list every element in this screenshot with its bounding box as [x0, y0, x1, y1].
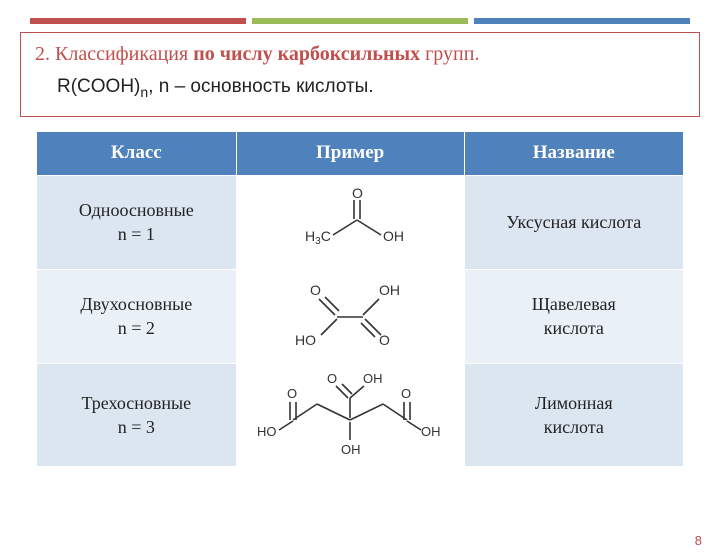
svg-text:O: O	[327, 371, 337, 386]
class-l2: n = 3	[118, 417, 155, 437]
svg-text:HO: HO	[295, 332, 316, 348]
accent-bar-1	[30, 18, 246, 24]
svg-text:OH: OH	[421, 424, 441, 439]
name-l2: кислота	[544, 318, 604, 338]
class-l2: n = 1	[118, 224, 155, 244]
accent-bar-row	[30, 18, 690, 24]
cell-class-1: Одноосновные n = 1	[37, 175, 237, 269]
formula-pre: R(COOH)	[57, 76, 140, 97]
svg-text:O: O	[310, 282, 321, 298]
svg-text:OH: OH	[363, 371, 383, 386]
title-line-1: 2. Классификация по числу карбоксильных …	[35, 43, 685, 66]
title-pre: Классификация	[50, 43, 193, 65]
svg-text:H3C: H3C	[305, 228, 331, 247]
svg-text:O: O	[401, 386, 411, 401]
th-class: Класс	[37, 131, 237, 175]
accent-bar-3	[474, 18, 690, 24]
table-header-row: Класс Пример Название	[37, 131, 684, 175]
cell-class-2: Двухосновные n = 2	[37, 269, 237, 363]
citric-acid-icon: O O O OH HO OH OH	[245, 368, 455, 462]
svg-text:O: O	[379, 332, 390, 348]
title-bold: по числу карбоксильных	[193, 43, 420, 65]
accent-bar-2	[252, 18, 468, 24]
th-example: Пример	[236, 131, 464, 175]
class-l1: Трехосновные	[81, 393, 191, 413]
cell-formula-1: O H3C OH	[236, 175, 464, 269]
svg-text:OH: OH	[341, 442, 361, 457]
svg-text:O: O	[352, 187, 363, 201]
svg-text:OH: OH	[379, 282, 400, 298]
name-l1: Лимонная	[535, 393, 613, 413]
table-row: Трехосновные n = 3	[37, 363, 684, 466]
cell-name-2: Щавелевая кислота	[464, 269, 683, 363]
oxalic-acid-icon: O OH HO O	[275, 277, 425, 355]
acetic-acid-icon: O H3C OH	[285, 187, 415, 257]
svg-text:HO: HO	[257, 424, 277, 439]
cell-formula-2: O OH HO O	[236, 269, 464, 363]
svg-text:OH: OH	[383, 228, 404, 244]
class-l1: Двухосновные	[80, 294, 192, 314]
name-l2: кислота	[544, 417, 604, 437]
formula-post: , n – основность кислоты.	[148, 76, 373, 97]
cell-name-3: Лимонная кислота	[464, 363, 683, 466]
cell-name-1: Уксусная кислота	[464, 175, 683, 269]
cell-formula-3: O O O OH HO OH OH	[236, 363, 464, 466]
title-box: 2. Классификация по числу карбоксильных …	[20, 32, 700, 117]
classification-table: Класс Пример Название Одноосновные n = 1	[36, 131, 684, 467]
cell-class-3: Трехосновные n = 3	[37, 363, 237, 466]
title-post: групп.	[420, 43, 479, 65]
class-l2: n = 2	[118, 318, 155, 338]
table-row: Одноосновные n = 1 O H3C OH	[37, 175, 684, 269]
title-line-2: R(COOH)n, n – основность кислоты.	[57, 76, 685, 100]
svg-text:O: O	[287, 386, 297, 401]
table-row: Двухосновные n = 2 O	[37, 269, 684, 363]
th-name: Название	[464, 131, 683, 175]
title-num: 2.	[35, 43, 50, 65]
class-l1: Одноосновные	[79, 200, 194, 220]
name-l1: Щавелевая	[532, 294, 616, 314]
page-number: 8	[695, 533, 702, 548]
